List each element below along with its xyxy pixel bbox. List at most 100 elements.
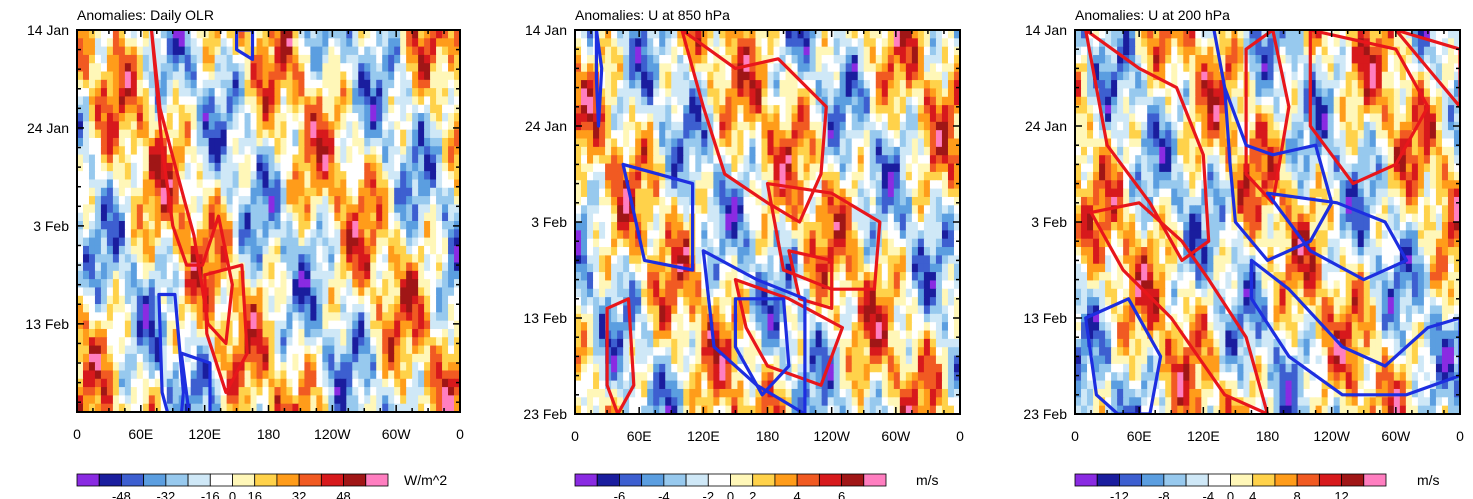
field-cell [118, 196, 126, 205]
field-cell [761, 38, 769, 48]
field-cell [659, 213, 666, 223]
field-cell [358, 245, 365, 255]
field-cell [112, 88, 120, 98]
field-cell [875, 155, 883, 165]
field-cell [250, 295, 258, 305]
field-cell [436, 304, 443, 313]
field-cell [346, 196, 353, 205]
field-cell [785, 280, 793, 290]
field-cell [737, 188, 745, 198]
field-cell [827, 55, 835, 64]
field-cell [286, 137, 294, 147]
field-cell [899, 196, 907, 206]
field-cell [166, 345, 174, 355]
field-cell [88, 104, 96, 114]
field-cell [659, 113, 666, 123]
field-cell [292, 179, 300, 189]
field-cell [442, 403, 449, 412]
field-cell [358, 237, 365, 247]
field-cell [406, 378, 413, 388]
field-cell [719, 30, 726, 39]
field-cell [304, 79, 311, 89]
field-cell [94, 63, 102, 73]
field-cell [406, 370, 413, 380]
field-cell [166, 54, 174, 64]
field-cell [196, 345, 204, 355]
field-cell [749, 146, 757, 156]
field-cell [214, 104, 222, 114]
field-cell [244, 196, 252, 205]
field-cell [292, 30, 300, 39]
field-cell [665, 255, 672, 265]
field-cell [262, 121, 270, 131]
field-cell [202, 71, 210, 81]
field-cell [731, 46, 739, 56]
field-cell [304, 88, 311, 98]
field-cell [424, 345, 431, 355]
field-cell [869, 80, 877, 90]
field-cell [929, 255, 937, 265]
field-cell [232, 237, 240, 247]
field-cell [292, 137, 300, 147]
field-cell [250, 378, 258, 388]
field-cell [106, 104, 114, 114]
field-cell [887, 38, 895, 48]
field-cell [731, 188, 739, 198]
field-cell [659, 46, 666, 56]
field-cell [448, 403, 455, 412]
field-cell [124, 229, 132, 239]
field-cell [154, 121, 162, 131]
field-cell [605, 196, 612, 206]
field-cell [923, 46, 931, 56]
field-cell [148, 79, 156, 89]
field-cell [358, 104, 365, 114]
field-cell [785, 155, 793, 165]
field-cell [418, 154, 425, 164]
field-cell [929, 130, 937, 140]
field-cell [214, 370, 222, 380]
field-cell [160, 254, 168, 264]
field-cell [334, 146, 341, 156]
field-cell [310, 279, 317, 289]
field-cell [334, 88, 341, 98]
field-cell [142, 179, 150, 189]
field-cell [280, 353, 288, 363]
field-cell [370, 129, 377, 139]
field-cell [232, 54, 240, 64]
field-cell [214, 187, 222, 197]
field-cell [941, 280, 949, 290]
field-cell [424, 362, 431, 372]
field-cell [304, 204, 311, 214]
field-cell [575, 105, 582, 115]
field-cell [412, 129, 419, 139]
field-cell [412, 370, 419, 380]
field-cell [683, 272, 690, 282]
field-cell [376, 146, 383, 156]
field-cell [587, 80, 594, 90]
field-cell [358, 370, 365, 380]
field-cell [941, 96, 949, 106]
field-cell [815, 163, 823, 173]
field-cell [148, 229, 156, 239]
field-cell [106, 353, 114, 363]
field-cell [617, 205, 624, 215]
field-cell [412, 63, 419, 73]
field-cell [376, 121, 383, 131]
field-cell [442, 187, 449, 197]
field-cell [424, 187, 431, 197]
field-cell [791, 171, 799, 181]
field-cell [184, 179, 192, 189]
field-cell [124, 262, 132, 272]
field-cell [286, 337, 294, 347]
field-cell [304, 353, 311, 363]
field-cell [292, 129, 300, 139]
field-cell [346, 129, 353, 139]
field-cell [695, 213, 702, 223]
field-cell [160, 221, 168, 230]
field-cell [82, 113, 90, 122]
field-cell [166, 337, 174, 347]
field-cell [202, 137, 210, 147]
field-cell [184, 104, 192, 114]
field-cell [905, 80, 913, 90]
field-cell [833, 171, 841, 181]
